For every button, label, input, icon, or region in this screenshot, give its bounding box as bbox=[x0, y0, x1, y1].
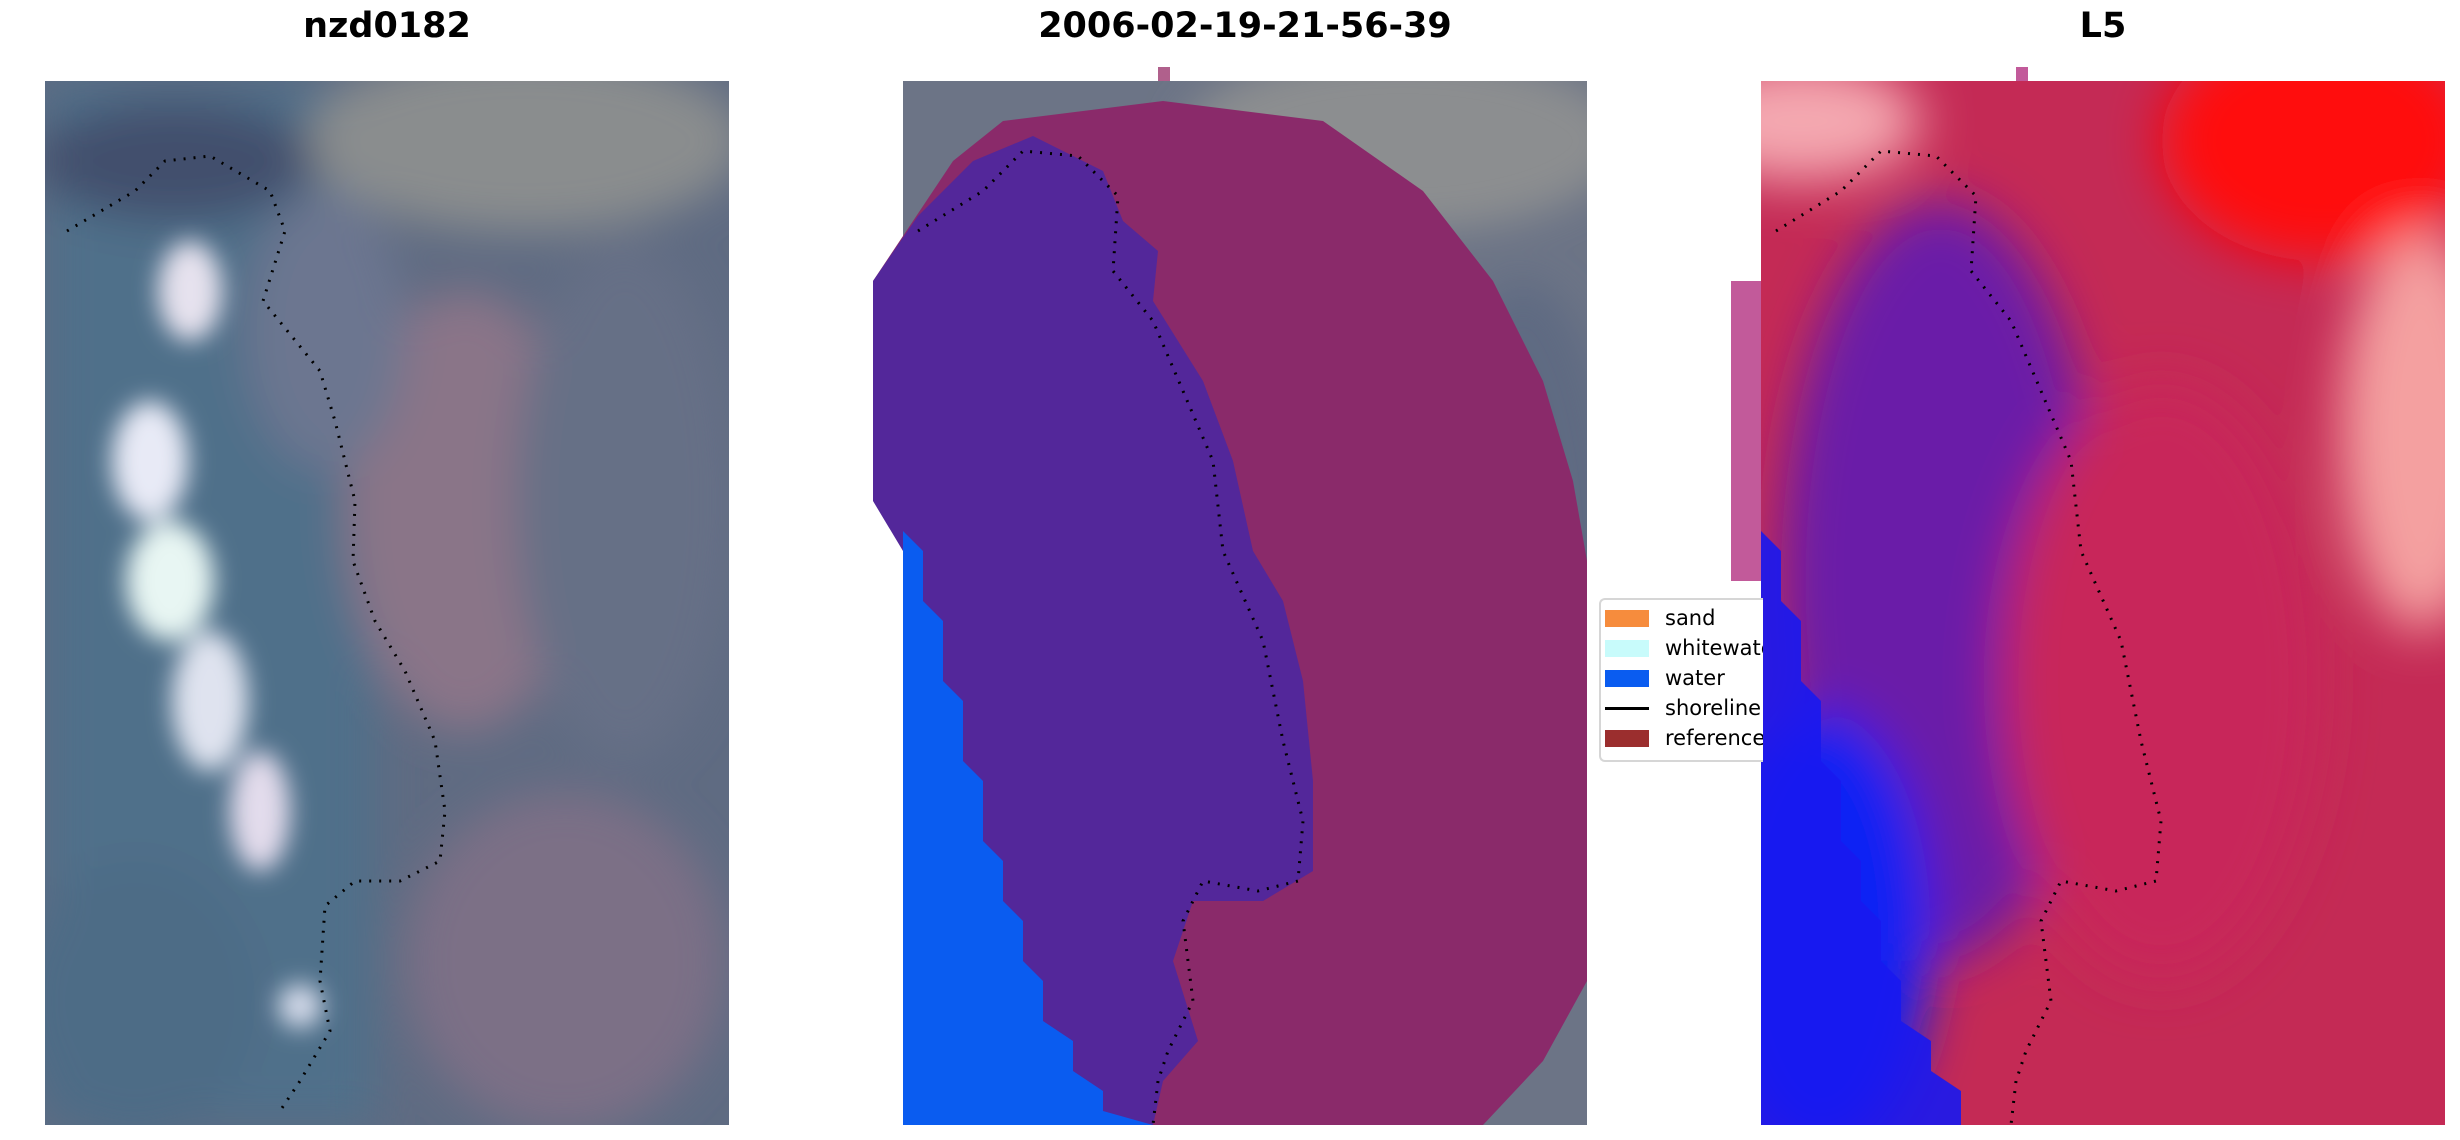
reference-tick bbox=[2016, 67, 2028, 81]
legend-label-shoreline: shoreline bbox=[1665, 696, 1762, 720]
legend-label-sand: sand bbox=[1665, 606, 1716, 630]
legend-item-whitewater: whitewater bbox=[1605, 634, 1763, 662]
legend-swatch-sand bbox=[1605, 609, 1649, 627]
panel-title-date: 2006-02-19-21-56-39 bbox=[1038, 6, 1452, 46]
legend-swatch-water bbox=[1605, 669, 1649, 687]
legend-swatch-shoreline bbox=[1605, 706, 1649, 710]
panel-title-rgb: nzd0182 bbox=[303, 6, 471, 46]
legend-swatch-whitewater bbox=[1605, 639, 1649, 657]
legend-label-water: water bbox=[1665, 666, 1725, 690]
reference-tick bbox=[1158, 67, 1170, 81]
water-index-region bbox=[1761, 531, 1961, 1125]
index-image bbox=[1731, 67, 2445, 1126]
satellite-rgb-image bbox=[45, 81, 729, 1125]
water-class-region bbox=[903, 531, 1153, 1125]
legend-item-sand: sand bbox=[1605, 604, 1763, 632]
classified-image bbox=[873, 67, 1587, 1126]
shoreline-trace bbox=[66, 154, 447, 1112]
legend-swatch-reference bbox=[1605, 729, 1649, 747]
edge-strip bbox=[1731, 281, 1761, 581]
legend-label-whitewater: whitewater bbox=[1665, 636, 1763, 660]
panel-title-index: L5 bbox=[2079, 6, 2127, 46]
legend-item-water: water bbox=[1605, 664, 1763, 692]
legend-label-reference: reference bbox=[1665, 726, 1763, 750]
legend-item-reference: reference bbox=[1605, 724, 1763, 752]
legend: sand whitewater water shoreline referenc… bbox=[1599, 598, 1763, 762]
legend-item-shoreline: shoreline bbox=[1605, 694, 1763, 722]
